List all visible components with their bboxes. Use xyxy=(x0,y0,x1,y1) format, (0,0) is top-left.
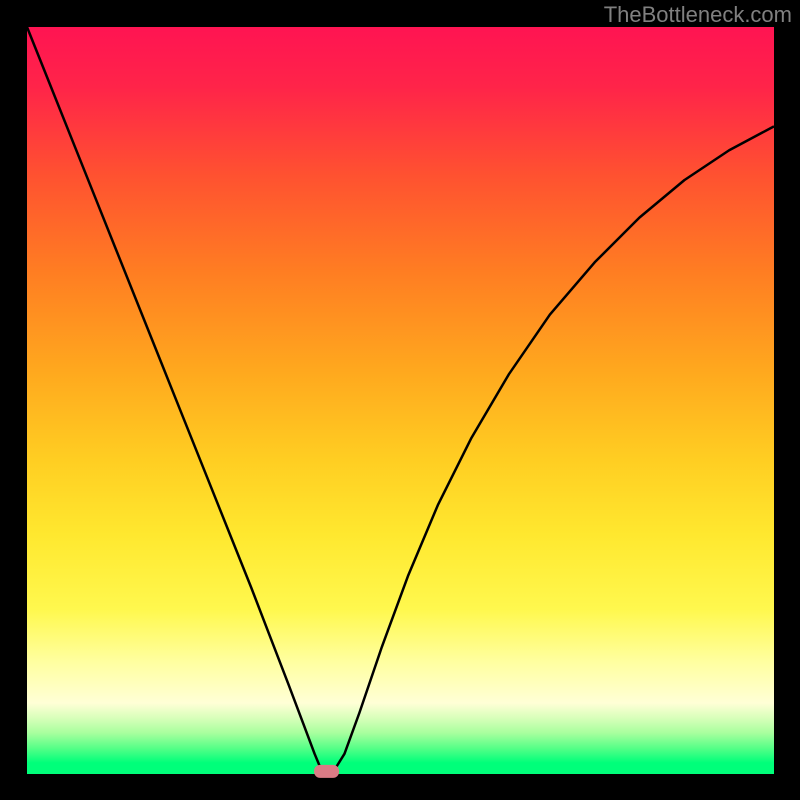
chart-svg xyxy=(0,0,800,800)
watermark-text: TheBottleneck.com xyxy=(604,2,792,28)
gradient-background xyxy=(27,27,774,774)
bottleneck-chart: TheBottleneck.com xyxy=(0,0,800,800)
optimum-marker xyxy=(314,765,339,778)
